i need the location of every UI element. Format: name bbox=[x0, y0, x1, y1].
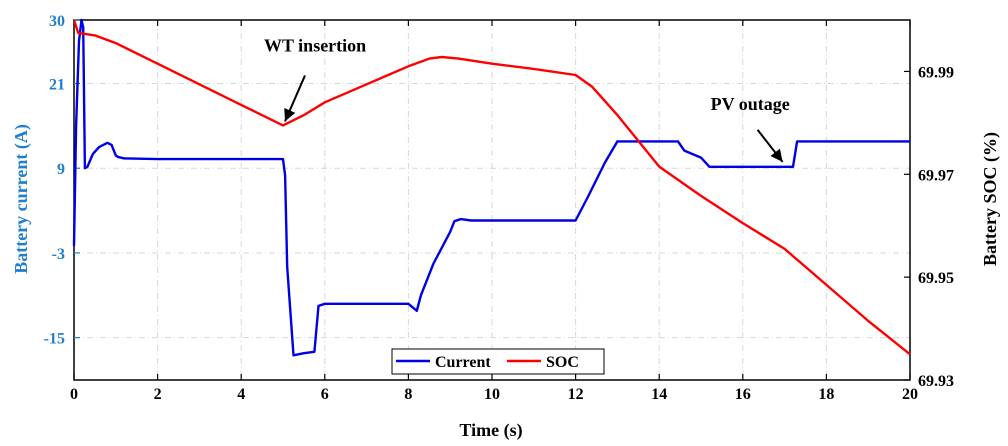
legend: Current SOC bbox=[391, 348, 605, 375]
x-tick-label: 16 bbox=[735, 386, 751, 403]
x-tick-label: 8 bbox=[404, 386, 412, 403]
y-left-axis-title: Battery current (A) bbox=[11, 124, 32, 274]
x-tick-label: 2 bbox=[154, 386, 162, 403]
x-tick-label: 12 bbox=[568, 386, 584, 403]
annotation-pv-outage: PV outage bbox=[711, 94, 790, 114]
annotations: WT insertion PV outage bbox=[264, 35, 790, 163]
y-left-tick-label: 9 bbox=[57, 161, 65, 178]
y-right-tick-label: 69.97 bbox=[918, 167, 954, 184]
x-ticks: 0 2 4 6 8 10 12 14 16 18 20 bbox=[70, 20, 918, 403]
y-right-axis-title: Battery SOC (%) bbox=[980, 132, 1001, 266]
x-axis-title: Time (s) bbox=[459, 420, 522, 441]
grid bbox=[74, 20, 910, 380]
x-tick-label: 10 bbox=[484, 386, 500, 403]
y-left-tick-label: -3 bbox=[52, 246, 65, 263]
series-lines bbox=[72, 18, 911, 357]
y-right-tick-label: 69.93 bbox=[918, 373, 954, 390]
series-line-soc bbox=[72, 19, 911, 356]
y-left-tick-label: 21 bbox=[49, 77, 65, 94]
legend-label-soc: SOC bbox=[546, 354, 579, 371]
y-right-tick-label: 69.95 bbox=[918, 270, 954, 287]
annotation-pv-arrow-head bbox=[770, 148, 783, 162]
annotation-wt-insertion: WT insertion bbox=[264, 35, 366, 55]
x-tick-label: 14 bbox=[651, 386, 667, 403]
x-tick-label: 4 bbox=[237, 386, 245, 403]
y-right-tick-label: 69.99 bbox=[918, 64, 954, 81]
x-tick-label: 0 bbox=[70, 386, 78, 403]
x-tick-label: 20 bbox=[902, 386, 918, 403]
annotation-wt-arrow-head bbox=[284, 108, 296, 122]
y-left-ticks: 30 21 9 -3 -15 bbox=[44, 13, 80, 348]
legend-label-current: Current bbox=[435, 354, 491, 371]
series-line-current bbox=[72, 18, 910, 357]
y-right-ticks: 69.99 69.97 69.95 69.93 bbox=[904, 64, 954, 390]
y-left-tick-label: -15 bbox=[44, 331, 65, 348]
x-tick-label: 6 bbox=[321, 386, 329, 403]
y-left-tick-label: 30 bbox=[49, 13, 65, 30]
x-tick-label: 18 bbox=[818, 386, 834, 403]
